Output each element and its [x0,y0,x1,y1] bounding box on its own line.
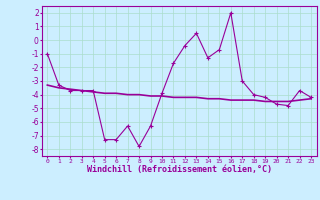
X-axis label: Windchill (Refroidissement éolien,°C): Windchill (Refroidissement éolien,°C) [87,165,272,174]
